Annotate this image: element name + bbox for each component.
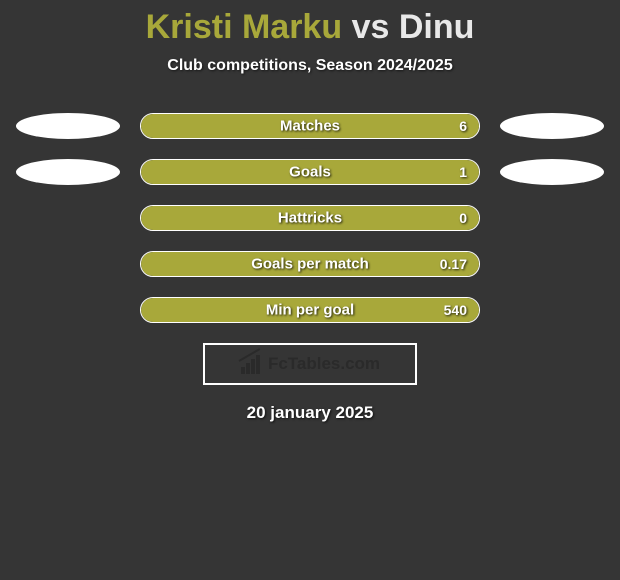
page-title: Kristi Marku vs Dinu	[0, 8, 620, 47]
barchart-icon	[240, 354, 262, 374]
stat-label: Goals per match	[251, 256, 369, 273]
stat-label: Matches	[280, 118, 340, 135]
stat-value: 6	[459, 118, 467, 134]
stat-bar: Goals per match 0.17	[140, 251, 480, 277]
branding-box: FcTables.com	[203, 343, 417, 385]
left-ellipse	[16, 159, 120, 185]
right-ellipse	[500, 113, 604, 139]
stat-bar: Min per goal 540	[140, 297, 480, 323]
stat-value: 540	[444, 302, 467, 318]
player2-name: Dinu	[399, 8, 475, 46]
right-ellipse	[500, 159, 604, 185]
player1-name: Kristi Marku	[146, 8, 343, 46]
vs-separator: vs	[352, 8, 390, 46]
stat-bar: Matches 6	[140, 113, 480, 139]
stat-value: 0	[459, 210, 467, 226]
stats-rows: Matches 6 Goals 1 Hattricks 0	[0, 113, 620, 323]
left-ellipse	[16, 113, 120, 139]
stat-row: Goals per match 0.17	[0, 251, 620, 277]
stat-bar: Goals 1	[140, 159, 480, 185]
stat-label: Goals	[289, 164, 331, 181]
branding-text: FcTables.com	[268, 354, 380, 374]
stat-row: Hattricks 0	[0, 205, 620, 231]
stat-row: Matches 6	[0, 113, 620, 139]
comparison-panel: Kristi Marku vs Dinu Club competitions, …	[0, 0, 620, 423]
stat-value: 0.17	[440, 256, 467, 272]
subtitle: Club competitions, Season 2024/2025	[0, 57, 620, 75]
date-label: 20 january 2025	[0, 403, 620, 423]
stat-bar: Hattricks 0	[140, 205, 480, 231]
stat-label: Hattricks	[278, 210, 342, 227]
stat-row: Goals 1	[0, 159, 620, 185]
stat-label: Min per goal	[266, 302, 354, 319]
stat-row: Min per goal 540	[0, 297, 620, 323]
stat-value: 1	[459, 164, 467, 180]
